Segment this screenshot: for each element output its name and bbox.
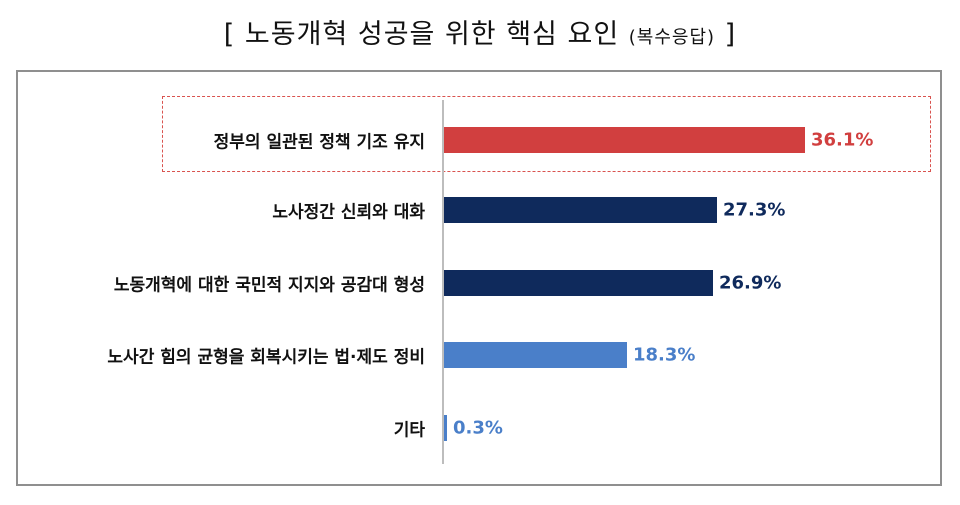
bar: [444, 415, 447, 441]
value-label: 0.3%: [453, 417, 503, 439]
category-label: 노사간 힘의 균형을 회복시키는 법·제도 정비: [107, 347, 425, 368]
category-axis-line: [442, 100, 444, 464]
category-label: 노동개혁에 대한 국민적 지지와 공감대 형성: [113, 275, 425, 296]
category-label: 노사정간 신뢰와 대화: [272, 202, 425, 223]
value-label: 26.9%: [719, 272, 782, 294]
bar: [444, 270, 713, 296]
chart-title-main: [ 노동개혁 성공을 위한 핵심 요인: [223, 19, 620, 50]
chart-title-close: ]: [724, 19, 737, 50]
bar: [444, 342, 627, 368]
category-label: 기타: [393, 420, 425, 441]
value-label: 18.3%: [633, 344, 696, 366]
highlight-box: [162, 96, 931, 172]
bar: [444, 127, 805, 153]
chart-title: [ 노동개혁 성공을 위한 핵심 요인 (복수응답) ]: [0, 12, 960, 51]
chart-title-sub: (복수응답): [628, 27, 716, 48]
value-label: 27.3%: [723, 199, 786, 221]
category-label: 정부의 일관된 정책 기조 유지: [213, 132, 425, 153]
value-label: 36.1%: [811, 129, 874, 151]
bar: [444, 197, 717, 223]
